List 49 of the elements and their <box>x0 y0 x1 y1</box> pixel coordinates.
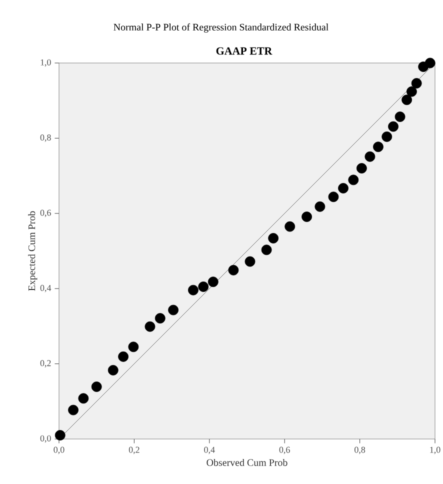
point <box>268 233 279 244</box>
point <box>356 163 367 174</box>
x-tick-label: 1,0 <box>430 446 440 454</box>
point <box>54 430 66 440</box>
point <box>406 86 417 97</box>
point <box>388 121 398 132</box>
point <box>328 192 339 202</box>
point <box>302 212 312 222</box>
x-tick-label: 0,0 <box>54 446 64 454</box>
point <box>314 201 326 212</box>
point <box>198 282 209 292</box>
y-tick-label: 1,0 <box>40 59 51 67</box>
point <box>244 256 256 267</box>
point <box>228 264 239 276</box>
x-tick-label: 0,2 <box>128 446 140 454</box>
point <box>373 142 384 152</box>
point <box>424 58 436 68</box>
point <box>168 304 179 316</box>
y-tick-label: 0,6 <box>40 210 51 218</box>
point <box>188 284 198 296</box>
y-tick-label: 0,0 <box>40 435 51 443</box>
x-tick-label: 0,4 <box>204 446 215 454</box>
y-tick-label: 0,2 <box>40 360 51 368</box>
x-tick-label: 0,8 <box>354 446 366 454</box>
point <box>394 112 406 122</box>
point <box>144 321 156 332</box>
point <box>154 313 166 324</box>
y-tick-label: 0,8 <box>40 134 51 142</box>
point <box>402 94 412 106</box>
chart-subtitle: GAAP ETR <box>216 47 272 55</box>
chart-title: Normal P-P Plot of Regression Standardized Residual <box>114 23 328 33</box>
point <box>91 382 102 392</box>
x-tick-label: 0,6 <box>279 446 290 454</box>
point <box>284 221 296 232</box>
x-axis-title: Observed Cum Prob <box>206 458 288 466</box>
point <box>128 342 139 352</box>
point <box>108 364 118 376</box>
y-axis-title: Expected Cum Prob <box>28 211 38 291</box>
point <box>382 131 392 142</box>
point <box>411 78 422 88</box>
point <box>78 393 89 404</box>
point <box>68 404 78 416</box>
point <box>118 351 128 362</box>
point <box>348 174 359 186</box>
point <box>261 244 272 256</box>
y-tick-label: 0,4 <box>40 284 52 292</box>
point <box>208 276 218 288</box>
point <box>364 151 376 162</box>
point <box>338 183 348 194</box>
